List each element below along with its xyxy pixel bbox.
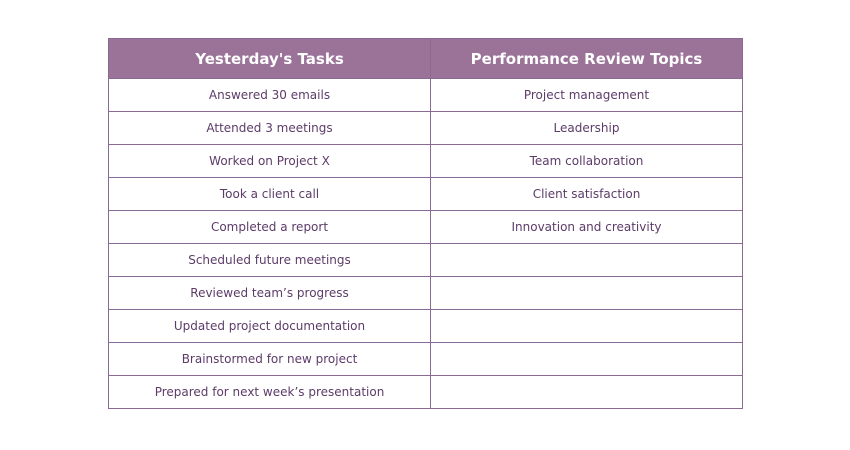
task-cell: Scheduled future meetings (108, 243, 431, 277)
table-row: Worked on Project X Team collaboration (108, 144, 743, 178)
topic-cell (430, 243, 743, 277)
topic-cell (430, 276, 743, 310)
task-cell: Completed a report (108, 210, 431, 244)
task-cell: Brainstormed for new project (108, 342, 431, 376)
header-performance-review-topics: Performance Review Topics (430, 38, 743, 79)
tasks-review-table: Yesterday's Tasks Performance Review Top… (108, 38, 743, 409)
topic-cell: Team collaboration (430, 144, 743, 178)
task-cell: Answered 30 emails (108, 78, 431, 112)
topic-cell: Project management (430, 78, 743, 112)
topic-cell (430, 309, 743, 343)
task-cell: Reviewed team’s progress (108, 276, 431, 310)
table-row: Brainstormed for new project (108, 342, 743, 376)
header-row: Yesterday's Tasks Performance Review Top… (108, 38, 743, 79)
topic-cell (430, 375, 743, 409)
header-yesterdays-tasks: Yesterday's Tasks (108, 38, 431, 79)
task-cell: Took a client call (108, 177, 431, 211)
topic-cell: Client satisfaction (430, 177, 743, 211)
table-row: Scheduled future meetings (108, 243, 743, 277)
table-row: Completed a report Innovation and creati… (108, 210, 743, 244)
table-row: Took a client call Client satisfaction (108, 177, 743, 211)
topic-cell: Innovation and creativity (430, 210, 743, 244)
task-cell: Prepared for next week’s presentation (108, 375, 431, 409)
table-row: Updated project documentation (108, 309, 743, 343)
table-row: Answered 30 emails Project management (108, 78, 743, 112)
task-cell: Updated project documentation (108, 309, 431, 343)
table-row: Prepared for next week’s presentation (108, 375, 743, 409)
task-cell: Worked on Project X (108, 144, 431, 178)
table-row: Reviewed team’s progress (108, 276, 743, 310)
table-row: Attended 3 meetings Leadership (108, 111, 743, 145)
task-cell: Attended 3 meetings (108, 111, 431, 145)
topic-cell: Leadership (430, 111, 743, 145)
topic-cell (430, 342, 743, 376)
